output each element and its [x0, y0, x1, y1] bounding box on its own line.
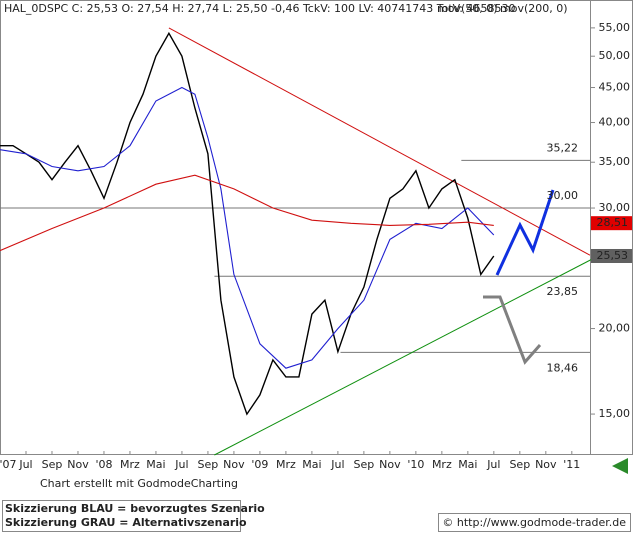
y-tick-label: 15,00	[599, 407, 631, 420]
x-tick-label: Mrz	[120, 458, 140, 471]
x-tick-label: '11	[563, 458, 580, 471]
x-tick-label: Sep	[354, 458, 375, 471]
plot-frame	[0, 0, 591, 455]
scenario-blue	[495, 189, 555, 276]
x-tick-label: Sep	[509, 458, 530, 471]
x-tick-label: Jul	[174, 458, 188, 471]
scenario-gray	[483, 295, 542, 365]
x-tick-label: Nov	[67, 458, 89, 471]
level-label: 30,00	[547, 189, 579, 202]
price-tag-label: 25,53	[597, 249, 629, 262]
x-tick-label: '09	[251, 458, 268, 471]
x-tick-label: Jul	[330, 458, 344, 471]
plot-area	[0, 27, 596, 456]
level-label: 23,85	[547, 285, 579, 298]
legend-entry: mov(200, 0)	[500, 2, 568, 15]
x-tick-label: Nov	[535, 458, 557, 471]
series-line	[0, 86, 495, 369]
y-tick-label: 55,00	[599, 21, 631, 34]
y-tick-label: 45,00	[599, 81, 631, 94]
x-tick-label: '10	[407, 458, 424, 471]
y-tick-label: 40,00	[599, 116, 631, 129]
scroll-arrow	[612, 458, 628, 474]
source: © http://www.godmode-trader.de	[442, 516, 626, 529]
x-tick-label: Sep	[42, 458, 63, 471]
x-tick-label: Nov	[379, 458, 401, 471]
y-tick-label: 35,00	[599, 155, 631, 168]
price-tag-label: 28,51	[597, 216, 629, 229]
y-tick-label: 50,00	[599, 49, 631, 62]
chart-title: HAL_0DSPC C: 25,53 O: 27,54 H: 27,74 L: …	[4, 2, 516, 15]
x-tick-label: Mai	[302, 458, 321, 471]
x-tick-label: Jul	[486, 458, 500, 471]
legend-entry: mov(50, 0)	[437, 2, 498, 15]
note: Skizzierung GRAU = Alternativszenario	[5, 516, 247, 529]
level-label: 35,22	[547, 141, 579, 154]
y-tick-label: 30,00	[599, 201, 631, 214]
note: Skizzierung BLAU = bevorzugtes Szenario	[5, 502, 265, 515]
series-line	[0, 174, 494, 252]
notes-box	[2, 500, 241, 532]
series-line	[0, 31, 495, 416]
price-tag	[591, 248, 632, 263]
x-tick-label: Mrz	[432, 458, 452, 471]
x-tick-label: Sep	[198, 458, 219, 471]
trend-line	[168, 27, 591, 256]
credit: Chart erstellt mit GodmodeCharting	[40, 477, 238, 490]
x-tick-label: Nov	[223, 458, 245, 471]
x-tick-label: '08	[95, 458, 112, 471]
trend-line	[214, 257, 596, 456]
x-tick-label: Mrz	[276, 458, 296, 471]
x-tick-label: Jul	[18, 458, 32, 471]
x-tick-label: Mai	[146, 458, 165, 471]
price-tag	[591, 216, 632, 231]
x-tick-label: '07	[0, 458, 17, 471]
source-box	[438, 513, 631, 532]
x-tick-label: Mai	[458, 458, 477, 471]
y-tick-label: 20,00	[599, 322, 631, 335]
level-label: 18,46	[547, 361, 579, 374]
